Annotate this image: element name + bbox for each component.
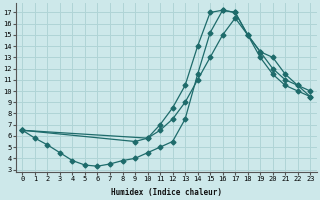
- X-axis label: Humidex (Indice chaleur): Humidex (Indice chaleur): [111, 188, 222, 197]
